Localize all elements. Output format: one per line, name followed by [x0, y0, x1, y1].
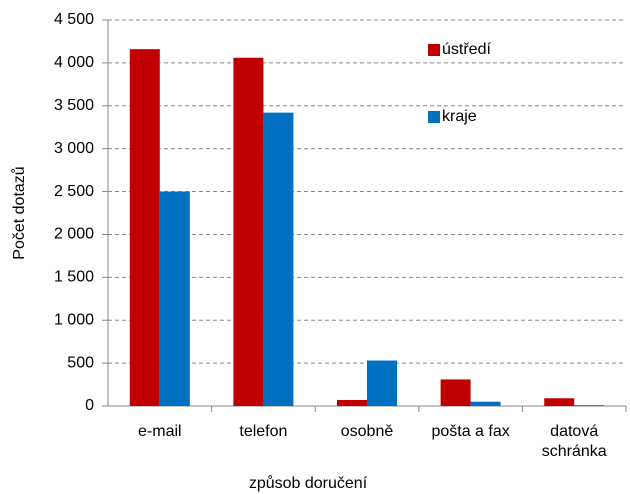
y-tick-label: 3 000 — [54, 140, 94, 157]
x-axis-label: způsob doručení — [249, 474, 368, 492]
bar — [470, 401, 501, 406]
bar — [337, 399, 367, 406]
legend-label: kraje — [442, 108, 477, 125]
y-tick-label: 500 — [67, 354, 94, 371]
x-tick-label: pošta a fax — [431, 423, 509, 440]
x-tick-label: osobně — [341, 423, 394, 440]
bar — [440, 379, 471, 406]
y-axis-label: Počet dotazů — [10, 166, 28, 259]
y-tick-label: 0 — [85, 397, 94, 414]
y-tick-label: 2 500 — [54, 183, 94, 200]
x-tick-label: e-mail — [138, 423, 182, 440]
bar — [544, 398, 575, 406]
bar — [159, 191, 190, 406]
bar — [263, 112, 294, 406]
legend-swatch — [428, 44, 440, 56]
bar — [129, 49, 160, 407]
legend-swatch — [428, 111, 440, 123]
y-tick-label: 3 500 — [54, 97, 94, 114]
bar — [574, 405, 605, 406]
y-tick-label: 2 000 — [54, 226, 94, 243]
bar — [233, 57, 264, 407]
y-tick-label: 4 000 — [54, 54, 94, 71]
legend-label: ústředí — [442, 41, 491, 58]
x-tick-label: datová schránka — [542, 423, 607, 460]
y-tick-label: 1 500 — [54, 269, 94, 286]
y-tick-label: 4 500 — [54, 11, 94, 28]
bar — [367, 360, 397, 406]
y-tick-label: 1 000 — [54, 311, 94, 328]
x-tick-label: telefon — [239, 423, 287, 440]
